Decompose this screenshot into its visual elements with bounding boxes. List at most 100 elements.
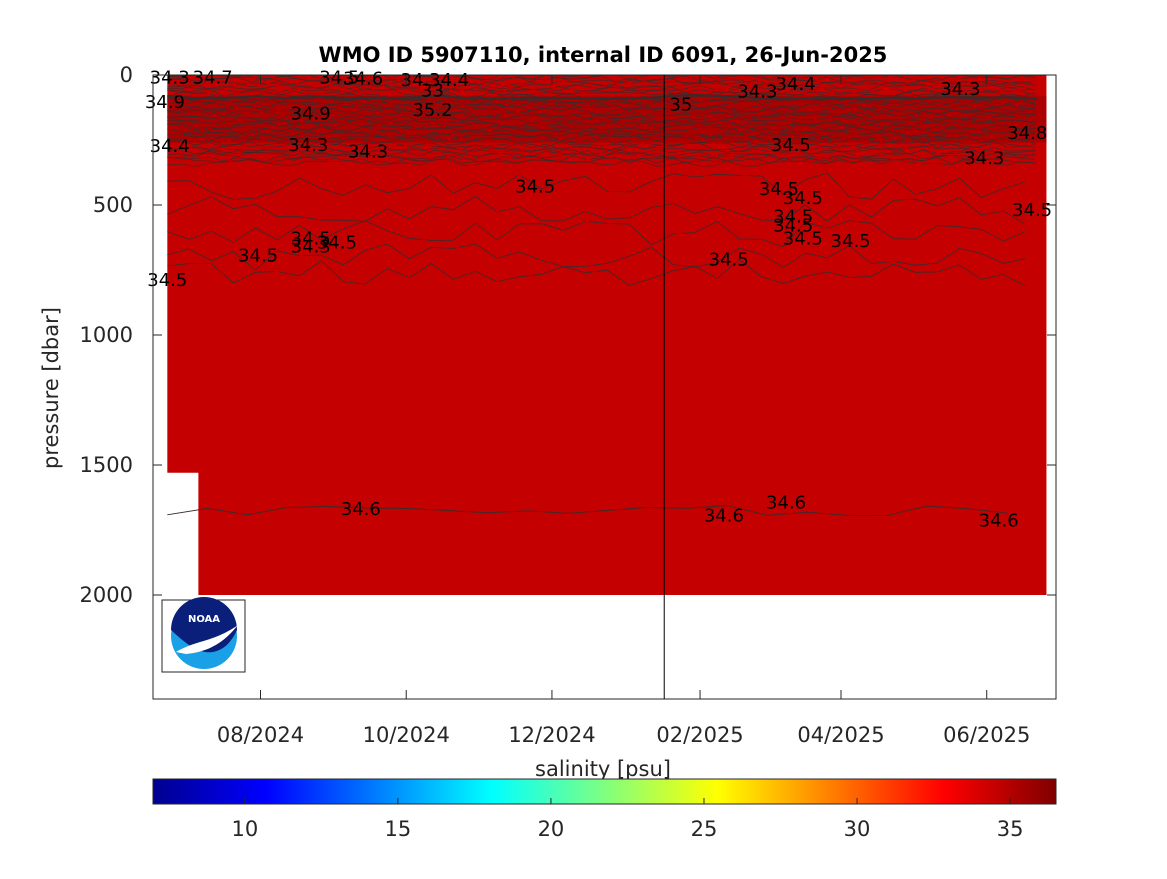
y-tick-label: 0 xyxy=(120,63,133,87)
contour-line xyxy=(167,140,1036,148)
contour-label: 34.3 xyxy=(964,148,1004,169)
x-tick-label: 04/2025 xyxy=(797,723,884,747)
colorbar-tick-label: 35 xyxy=(997,817,1024,841)
contour-label: 34.7 xyxy=(193,67,233,88)
contour-line xyxy=(167,195,1026,225)
contour-line xyxy=(167,220,1026,248)
contour-label: 34.5 xyxy=(291,229,331,250)
contour-line xyxy=(167,159,1036,167)
contour-line xyxy=(167,126,1036,134)
contour-line xyxy=(167,100,1036,108)
contour-line xyxy=(167,243,1026,271)
colorbar-tick-label: 10 xyxy=(231,817,258,841)
colorbar-tick-label: 25 xyxy=(691,817,718,841)
chart-title: WMO ID 5907110, internal ID 6091, 26-Jun… xyxy=(319,43,888,67)
contour-label: 34.3 xyxy=(940,79,980,100)
contour-line xyxy=(167,82,1036,90)
colorbar-tick-label: 15 xyxy=(385,817,412,841)
contour-label: 34.5 xyxy=(783,229,823,250)
contour-label: 34.5 xyxy=(317,232,357,253)
contour-label: 34.6 xyxy=(704,505,744,526)
contour-label: 34.3 xyxy=(348,141,388,162)
contour-line xyxy=(167,123,1036,132)
contour-line xyxy=(167,121,1036,130)
colorbar-tick-label: 20 xyxy=(538,817,565,841)
contour-line xyxy=(167,128,1036,137)
contour-label: 34.5 xyxy=(759,179,799,200)
contour-line xyxy=(167,258,1026,287)
y-tick-label: 1000 xyxy=(80,323,133,347)
x-tick-label: 02/2025 xyxy=(656,723,743,747)
contour-label: 34.3 xyxy=(288,135,328,156)
colorbar-tick-label: 30 xyxy=(844,817,871,841)
contour-label: 34.5 xyxy=(773,216,813,237)
contour-label: 34.3 xyxy=(291,236,331,257)
colorbar-ticks: 10 15 20 25 30 35 xyxy=(231,798,1023,841)
contour-line xyxy=(167,133,1036,141)
contour-label: 34.9 xyxy=(291,104,331,125)
contour-line xyxy=(167,131,1036,139)
contour-line xyxy=(167,152,1036,160)
contour-label: 34.5 xyxy=(773,206,813,227)
contour-line xyxy=(167,145,1036,153)
contour-label: 34.3 xyxy=(150,67,190,88)
contour-label: 34.5 xyxy=(709,249,749,270)
y-tick-label: 2000 xyxy=(80,583,133,607)
contour-line xyxy=(167,114,1036,123)
x-tick-label: 08/2024 xyxy=(217,723,304,747)
x-tick-label: 10/2024 xyxy=(363,723,450,747)
contour-label: 34.6 xyxy=(341,499,381,520)
contour-line xyxy=(167,102,1036,111)
contour-label: 34.6 xyxy=(979,511,1019,532)
colorbar xyxy=(152,778,1057,805)
contour-label: 34.5 xyxy=(515,177,555,198)
y-tick-label: 500 xyxy=(93,193,133,217)
contour-line xyxy=(167,172,1026,200)
contour-label: 34.9 xyxy=(145,92,185,113)
contour-line xyxy=(167,505,1008,516)
noaa-logo-icon: NOAA xyxy=(161,597,246,673)
contour-line xyxy=(167,75,1036,81)
contour-line xyxy=(167,86,1036,94)
contour-label: 34.8 xyxy=(1007,123,1047,144)
contour-label: 34.5 xyxy=(771,135,811,156)
contour-line xyxy=(167,109,1036,118)
x-axis: 08/2024 10/2024 12/2024 02/2025 04/2025 06/20… xyxy=(217,75,1030,747)
contour-label: 34.5 xyxy=(783,188,823,209)
x-tick-label: 12/2024 xyxy=(508,723,595,747)
contour-label: 34.5 xyxy=(831,231,871,252)
plot-frame xyxy=(152,74,1057,700)
contour-label: 34.5 xyxy=(319,67,359,88)
contour-label: 35.2 xyxy=(412,100,452,121)
y-tick-label: 1500 xyxy=(80,453,133,477)
noaa-logo-text: NOAA xyxy=(188,614,220,625)
contour-label: 34.4 xyxy=(776,74,816,95)
contour-label: 34.6 xyxy=(343,69,383,90)
contour-label: 34.5 xyxy=(1012,200,1052,221)
y-axis: 0 500 1000 1500 2000 xyxy=(80,63,1056,607)
contour-line xyxy=(167,96,1036,104)
contour-label: 35 xyxy=(669,95,692,116)
contour-line xyxy=(167,156,1036,165)
y-axis-label: pressure [dbar] xyxy=(39,307,63,469)
colorbar-label: salinity [psu] xyxy=(535,757,671,781)
contour-line xyxy=(167,154,1036,162)
x-tick-label: 06/2025 xyxy=(943,723,1030,747)
contour-label: 34.4 xyxy=(150,136,190,157)
contour-line xyxy=(167,119,1036,127)
contour-line xyxy=(167,98,1036,106)
contour-label: 34.5 xyxy=(238,245,278,266)
contour-line xyxy=(167,79,1036,88)
contour-line xyxy=(167,94,1038,101)
contour-label: 34.5 xyxy=(147,270,187,291)
salinity-field xyxy=(167,75,1047,595)
contour-label: 33 xyxy=(421,80,444,101)
contour-line xyxy=(167,107,1036,116)
contour-label: 34.6 xyxy=(766,492,806,513)
contour-label: 34.3 xyxy=(737,82,777,103)
contour-line xyxy=(167,116,1036,125)
contour-layer xyxy=(167,75,1038,516)
